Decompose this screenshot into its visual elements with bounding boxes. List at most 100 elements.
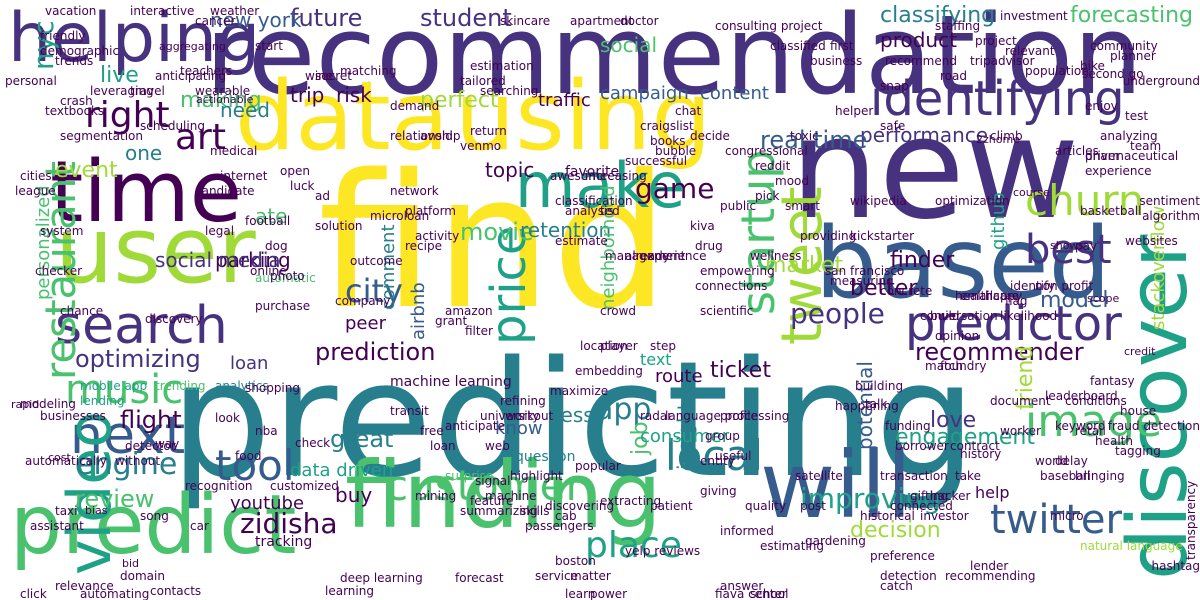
- word-tripadvisor: tripadvisor: [970, 54, 1035, 68]
- word-house: house: [1120, 404, 1157, 418]
- word-increasing: increasing: [585, 169, 647, 183]
- word-relevant: relevant: [1005, 44, 1055, 58]
- word-analytics: analytics: [215, 379, 269, 393]
- word-anticipate: anticipate: [445, 419, 505, 433]
- word-twitter: twitter: [990, 497, 1122, 543]
- word-identifying: identifying: [870, 71, 1125, 127]
- word-event: event: [55, 158, 118, 183]
- word-underground: underground: [1122, 74, 1200, 88]
- word-project: project: [975, 34, 1017, 48]
- word-university: university: [480, 409, 540, 423]
- word-internet: internet: [220, 169, 268, 183]
- word-measuring: measuring: [830, 274, 894, 288]
- word-dog: dog: [265, 239, 288, 253]
- word-predictor: predictor: [905, 296, 1122, 352]
- word-social-media: social media: [155, 248, 281, 272]
- word-hashtag: hashtag: [1151, 559, 1200, 573]
- word-art: art: [175, 117, 226, 158]
- word-teachers: teachers: [180, 64, 233, 78]
- word-flag: flag: [1005, 294, 1028, 308]
- word-management: management: [605, 249, 686, 263]
- word-review: review: [75, 485, 155, 513]
- word-useful: useful: [715, 449, 752, 463]
- word-content: content: [700, 83, 769, 104]
- word-patient: patient: [650, 499, 693, 513]
- word-historical: historical: [860, 509, 915, 523]
- word-books: books: [650, 134, 686, 148]
- word-hacker: hacker: [930, 489, 971, 503]
- word-personal: personal: [5, 74, 57, 88]
- word-automatic: automatic: [255, 271, 316, 285]
- word-taxi: taxi: [55, 504, 78, 518]
- word-performance: performance: [860, 123, 989, 147]
- word-legal: legal: [205, 224, 235, 238]
- word-apartment: apartment: [570, 14, 634, 28]
- word-click: click: [20, 587, 47, 600]
- word-nba: nba: [255, 424, 278, 438]
- word-helper: helper: [835, 104, 874, 118]
- word-embedding: embedding: [575, 364, 643, 378]
- word-domain: domain: [120, 569, 165, 583]
- word-helping: helping: [8, 0, 261, 78]
- word-demographic: demographic: [40, 44, 120, 58]
- word-population: population: [1025, 64, 1089, 78]
- word-successful: successful: [625, 154, 688, 168]
- word-text: text: [640, 350, 672, 369]
- word-secret: secret: [315, 69, 352, 83]
- word-pick: pick: [755, 189, 780, 203]
- word-search: search: [55, 296, 228, 356]
- word-credit: credit: [1124, 345, 1156, 358]
- word-mining: mining: [415, 489, 457, 503]
- word-customized: customized: [270, 479, 339, 493]
- word-great: great: [330, 425, 394, 453]
- word-grant: grant: [435, 314, 468, 328]
- word-basketball: basketball: [1080, 204, 1142, 218]
- word-interactive: interactive: [130, 4, 195, 18]
- word-aggregating: aggregating: [159, 40, 226, 53]
- word-safe: safe: [880, 119, 906, 133]
- word-team: team: [1130, 139, 1162, 153]
- word-transaction: transaction: [880, 469, 948, 483]
- word-summarizing: summarizing: [460, 504, 538, 518]
- word-will: will: [760, 432, 912, 539]
- word-community: community: [1090, 39, 1158, 53]
- word-trends: trends: [55, 54, 94, 68]
- word-football: football: [245, 214, 291, 228]
- word-movie: movie: [460, 218, 534, 246]
- word-food: food: [235, 449, 262, 463]
- word-highlight: highlight: [510, 469, 563, 483]
- word-post: post: [800, 499, 826, 513]
- word-driver: driver: [1085, 149, 1121, 163]
- word-predict: predict: [10, 478, 297, 573]
- word-filter: filter: [465, 324, 493, 338]
- word-microloan: microloan: [370, 209, 430, 223]
- word-real-time: real time: [760, 126, 868, 154]
- word-textbooks: textbooks: [45, 104, 105, 118]
- word-loan: loan: [230, 353, 269, 374]
- word-recipe: recipe: [405, 239, 442, 253]
- word-borrower: borrower: [895, 439, 949, 453]
- word-kiva: kiva: [690, 219, 715, 233]
- word-estimating: estimating: [760, 539, 824, 553]
- word-catch: catch: [880, 579, 913, 593]
- word-parking: parking: [215, 248, 291, 272]
- word-service: service: [535, 569, 578, 583]
- word-take: take: [955, 469, 981, 483]
- word-outcome: outcome: [350, 254, 403, 268]
- word-healthcare: healthcare: [955, 289, 1019, 303]
- word-relevance: relevance: [55, 579, 114, 593]
- word-bringing: bringing: [1075, 469, 1125, 483]
- word-less: less: [555, 403, 594, 427]
- word-photo: photo: [270, 269, 305, 283]
- word-luck: luck: [290, 179, 315, 193]
- word-lending: lending: [80, 394, 125, 408]
- word-car: car: [190, 519, 209, 533]
- word-help: help: [975, 483, 1010, 502]
- word-boston: boston: [555, 554, 596, 568]
- word-transparency: transparency: [1184, 480, 1198, 560]
- word-classification: classification: [555, 194, 633, 208]
- word-craigslist: craigslist: [640, 119, 694, 133]
- word-second-go: second go: [1082, 67, 1144, 81]
- word-building: building: [855, 379, 904, 393]
